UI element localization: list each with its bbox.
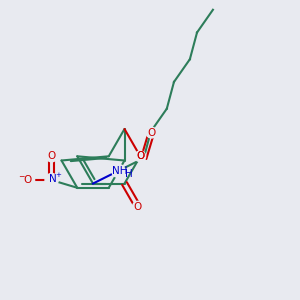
Circle shape — [135, 151, 146, 162]
Text: O: O — [134, 202, 142, 212]
Text: NH: NH — [112, 166, 128, 176]
Text: −: − — [18, 172, 25, 181]
Circle shape — [133, 201, 143, 212]
Circle shape — [146, 127, 157, 138]
Circle shape — [21, 173, 34, 187]
Text: H: H — [125, 169, 133, 179]
Text: O: O — [147, 128, 155, 138]
Text: O: O — [136, 151, 144, 161]
Circle shape — [46, 151, 57, 162]
Circle shape — [45, 173, 58, 187]
Text: O: O — [23, 175, 32, 185]
Text: N: N — [49, 174, 57, 184]
Text: +: + — [55, 172, 61, 178]
Circle shape — [112, 164, 125, 178]
Text: O: O — [136, 151, 144, 161]
Text: O: O — [47, 152, 56, 161]
